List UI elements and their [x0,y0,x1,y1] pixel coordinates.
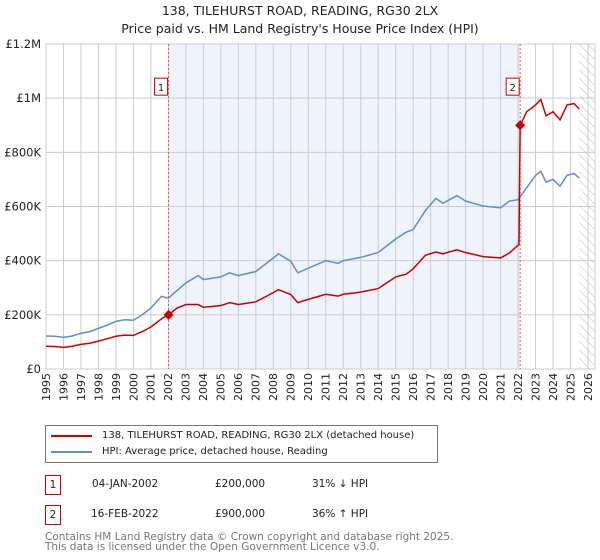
x-tick-label: 2019 [459,373,472,401]
sale-point [515,120,526,131]
x-tick-label: 2015 [390,373,403,401]
plot-frame [45,43,596,370]
x-tick-label: 2002 [162,373,175,401]
legend-label-price: 138, TILEHURST ROAD, READING, RG30 2LX (… [102,430,415,441]
x-tick-label: 2001 [145,373,158,401]
x-tick-label: 2023 [529,373,542,401]
transaction-hpi: 31% ↓ HPI [312,478,369,490]
y-tick-label: £800K [4,145,41,159]
legend-swatch-hpi [51,450,92,453]
x-tick-label: 2008 [267,373,280,401]
x-tick-label: 1997 [75,373,88,401]
legend: 138, TILEHURST ROAD, READING, RG30 2LX (… [45,425,438,463]
x-tick-label: 2010 [302,373,315,401]
legend-swatch-price [51,434,92,437]
annotation-label: 1 [158,83,164,94]
x-tick-label: 2018 [442,373,455,401]
price-chart: 1995 1996 1997 1998 1999 2000 2001 2002 2003 2004… [4,37,596,401]
y-tick-label: £200K [4,308,41,322]
footer-copyright: Contains HM Land Registry data © Crown c… [45,531,454,543]
transaction-row: 1 04-JAN-2002 £200,000 31% ↓ HPI [45,475,445,495]
legend-label-hpi: HPI: Average price, detached house, Read… [102,446,328,457]
transaction-price: £200,000 [215,478,266,490]
transaction-row: 2 16-FEB-2022 £900,000 36% ↑ HPI [45,505,445,525]
x-tick-label: 2007 [250,373,263,401]
x-tick-label: 2006 [232,373,245,401]
legend-item-hpi: HPI: Average price, detached house, Read… [51,446,328,457]
x-tick-label: 2021 [494,373,507,401]
x-tick-label: 2005 [215,373,228,401]
x-tick-label: 2016 [407,373,420,401]
x-tick-label: 2004 [197,373,210,401]
x-tick-label: 1998 [92,373,105,401]
y-tick-label: £1.2M [5,37,41,51]
x-tick-label: 1995 [40,373,53,401]
x-tick-label: 2017 [424,373,437,401]
x-tick-label: 2025 [564,373,577,401]
footer-licence: This data is licensed under the Open Gov… [45,541,380,553]
transaction-price: £900,000 [215,508,266,520]
transaction-marker: 1 [45,475,61,495]
x-tick-label: 2012 [337,373,350,401]
transaction-date: 16-FEB-2022 [91,508,159,520]
y-tick-label: £400K [4,254,41,268]
annotation-box [154,77,169,96]
transaction-marker: 2 [45,505,61,525]
chart-subtitle: Price paid vs. HM Land Registry's House … [121,21,479,36]
x-tick-label: 2026 [582,373,595,401]
x-tick-label: 1996 [57,373,70,401]
x-tick-label: 2011 [320,373,333,401]
x-tick-label: 2013 [355,373,368,401]
x-tick-label: 1999 [110,373,123,401]
annotation-label: 2 [509,83,515,94]
chart-title: 138, TILEHURST ROAD, READING, RG30 2LX [161,3,439,18]
y-tick-label: £1M [16,91,41,105]
transaction-hpi: 36% ↑ HPI [312,508,369,520]
x-tick-label: 2009 [285,373,298,401]
x-tick-label: 2020 [477,373,490,401]
y-tick-label: £0 [26,362,41,376]
transaction-date: 04-JAN-2002 [92,478,159,490]
sale-point [163,309,174,320]
y-tick-label: £600K [4,200,41,214]
x-tick-label: 2003 [180,373,193,401]
x-tick-label: 2000 [127,373,140,401]
x-tick-label: 2022 [512,373,525,401]
legend-item-price: 138, TILEHURST ROAD, READING, RG30 2LX (… [51,430,414,441]
x-tick-label: 2024 [547,373,560,401]
x-tick-label: 2014 [372,373,385,401]
annotation-box [505,77,520,96]
